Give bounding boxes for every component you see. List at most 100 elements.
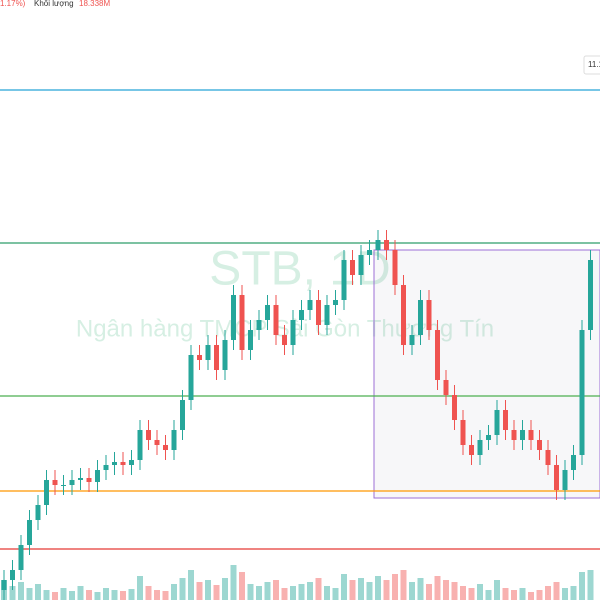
volume-bar	[239, 572, 245, 600]
candle-body	[477, 440, 483, 455]
volume-bar	[324, 586, 330, 600]
volume-bar	[375, 576, 381, 600]
volume-bar	[145, 586, 152, 600]
candle-body	[103, 465, 109, 470]
range-box	[373, 249, 600, 499]
volume-bar	[434, 576, 441, 600]
volume-bar	[579, 572, 585, 600]
volume-bar	[383, 580, 390, 600]
candle-body	[154, 440, 160, 445]
volume-bar	[179, 578, 186, 600]
volume-bar	[213, 585, 220, 600]
volume-bar	[52, 592, 58, 600]
candle-body	[435, 330, 440, 380]
candle-body	[588, 260, 593, 330]
volume-bar	[60, 588, 67, 600]
header-volume-value: 18.338M	[79, 0, 110, 8]
candle-body	[571, 455, 576, 470]
volume-bar	[400, 570, 407, 600]
candle-body	[231, 295, 236, 340]
candle-body	[282, 335, 287, 345]
candle-body	[299, 310, 304, 320]
volume-bar	[120, 591, 126, 600]
candle-body	[112, 462, 117, 465]
candle-body	[486, 435, 491, 440]
volume-bar	[451, 582, 458, 600]
volume-bar	[290, 586, 296, 600]
volume-bar	[545, 586, 551, 600]
volume-bar	[485, 590, 492, 600]
volume-bar	[205, 580, 211, 600]
volume-bar	[137, 576, 143, 600]
candle-body	[265, 305, 270, 320]
candle-body	[146, 430, 151, 440]
candle-body	[137, 430, 143, 460]
candle-body	[197, 355, 202, 360]
candle-body	[562, 470, 568, 490]
candle-body	[392, 250, 398, 285]
volume-bar	[570, 586, 577, 600]
volume-bar	[536, 590, 543, 600]
volume-bar	[426, 584, 432, 600]
volume-bar	[154, 590, 160, 600]
candle-body	[324, 305, 330, 325]
candle-body	[290, 320, 296, 345]
candle-body	[528, 430, 534, 440]
candle-body	[520, 430, 525, 440]
candle-body	[18, 545, 24, 570]
volume-bar	[86, 590, 92, 600]
header-volume-label: Khối lượng	[34, 0, 74, 8]
volume-bar	[230, 565, 237, 600]
candle-body	[52, 480, 58, 485]
candle-body	[469, 445, 474, 455]
volume-bar	[332, 588, 339, 600]
volume-bar	[69, 591, 75, 600]
candle-body	[27, 520, 32, 545]
candle-body	[554, 465, 559, 490]
volume-bar	[468, 588, 475, 600]
volume-bar	[349, 580, 356, 600]
volume-bar	[281, 588, 288, 600]
candle-body	[1, 580, 7, 590]
candle-body	[239, 295, 245, 350]
volume-bar	[43, 590, 50, 600]
volume-bar	[247, 584, 254, 600]
volume-bar	[264, 582, 271, 600]
header-change: 1.17%)	[0, 0, 26, 8]
volume-bar	[417, 578, 424, 600]
candle-body	[460, 420, 466, 445]
volume-bar	[18, 582, 24, 600]
candle-body	[180, 400, 185, 430]
plot	[0, 89, 600, 600]
volume-bar	[162, 591, 169, 600]
candle-body	[69, 480, 75, 485]
candle-body	[443, 380, 449, 395]
candle-body	[307, 300, 313, 310]
candle-body	[384, 240, 389, 250]
volume-bar	[341, 574, 347, 600]
candle-body	[95, 470, 100, 482]
candle-body	[35, 505, 41, 520]
volume-bar	[460, 586, 466, 600]
volume-bar	[26, 588, 33, 600]
volume-bar	[562, 588, 568, 600]
volume-bar	[307, 582, 313, 600]
volume-bar	[103, 588, 109, 600]
volume-bar	[358, 578, 364, 600]
candle-body	[44, 480, 49, 505]
candle-body	[350, 260, 355, 275]
candle-body	[256, 320, 262, 330]
volume-bar	[9, 586, 16, 600]
candle-body	[341, 260, 347, 300]
volume-bar	[35, 584, 41, 600]
candle-body	[375, 240, 381, 250]
volume-bar	[366, 582, 373, 600]
header-bg	[0, 0, 110, 10]
volume-bar	[553, 582, 560, 600]
candle-body	[205, 345, 211, 360]
volume-bar	[256, 586, 262, 600]
volume-bar	[587, 570, 594, 600]
volume-bar	[477, 584, 483, 600]
candle-body	[10, 570, 15, 580]
volume-bar	[528, 592, 534, 600]
